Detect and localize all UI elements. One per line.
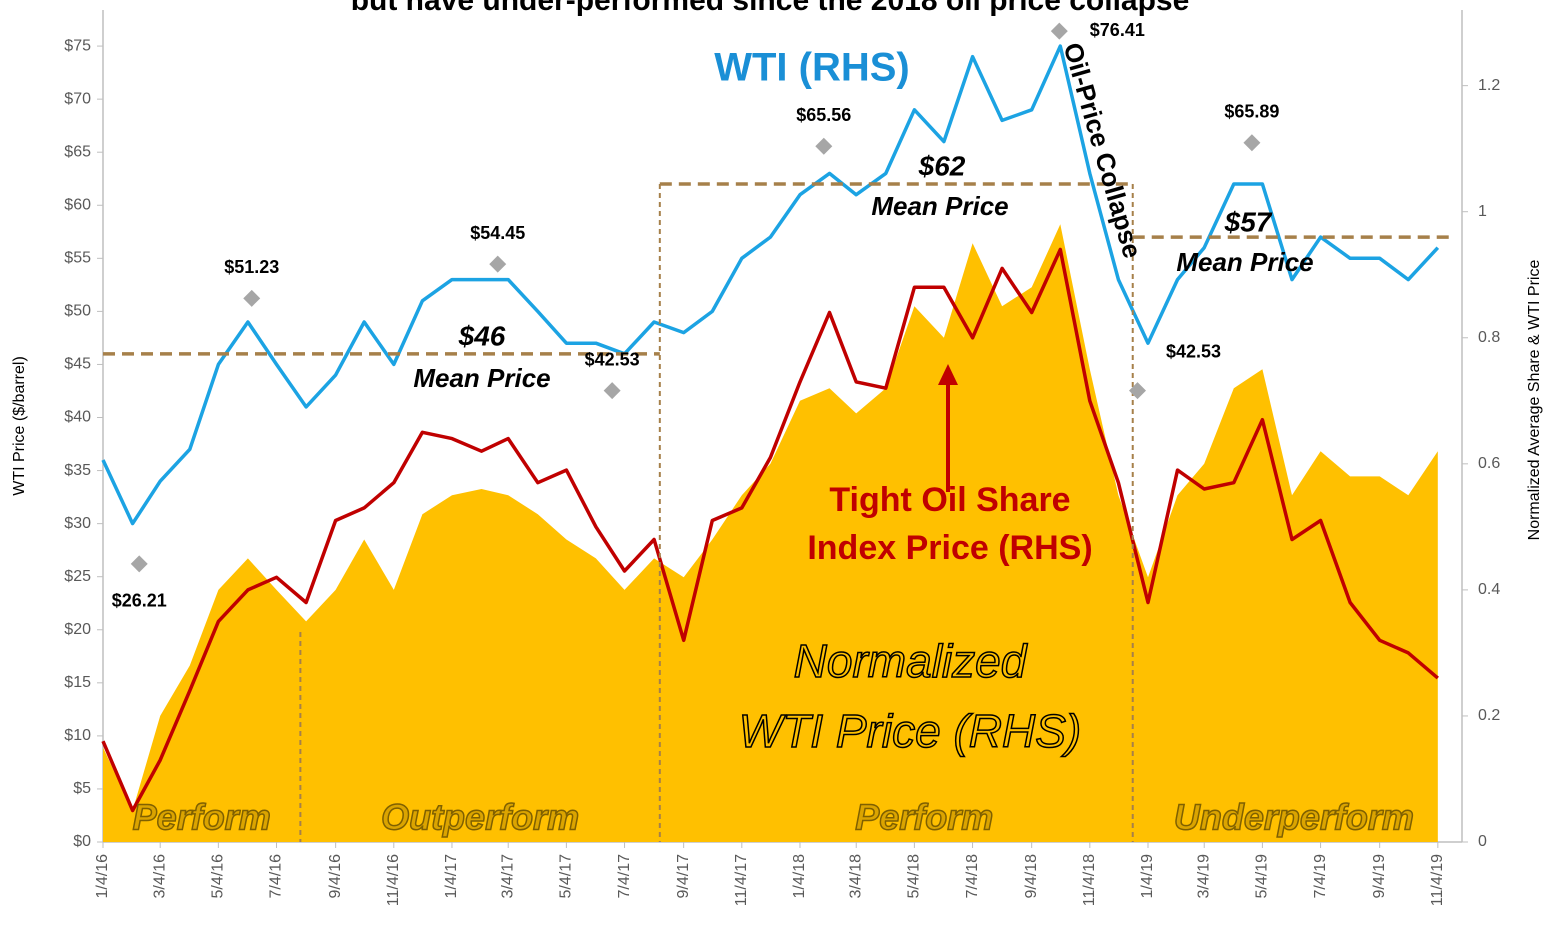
region-label: Perform <box>133 797 271 838</box>
price-label: $65.89 <box>1224 102 1279 122</box>
x-tick-label: 1/4/18 <box>791 854 808 899</box>
price-marker <box>1129 382 1146 400</box>
plot-area: $0 $5 $10 $15 $20 $25 $30 $35 $40 $45 $50 $55 $60 $65… <box>64 10 1500 906</box>
price-marker <box>130 555 148 573</box>
y-tick-label: $50 <box>64 303 91 320</box>
x-tick-label: 5/4/19 <box>1254 854 1271 899</box>
x-tick-label: 9/4/18 <box>1023 854 1040 899</box>
mean-label: $46 <box>458 320 506 351</box>
x-tick-label: 9/4/16 <box>327 854 344 899</box>
y-axis-title: WTI Price ($/barrel) <box>11 356 28 496</box>
price-marker <box>1243 134 1261 152</box>
x-tick-label: 11/4/19 <box>1429 854 1446 906</box>
x-tick-label: 7/4/16 <box>268 854 285 899</box>
label-line: Normalized <box>794 635 1028 687</box>
y2-tick-label: 0 <box>1478 833 1487 850</box>
series-label: WTI (RHS) <box>714 46 910 90</box>
line <box>101 44 1440 526</box>
y-tick-label: $10 <box>64 727 91 744</box>
x-tick-label: 7/4/18 <box>964 854 981 899</box>
mean-text: Mean Price <box>413 363 550 393</box>
y-tick-label: $20 <box>64 621 91 638</box>
region-label: Perform <box>855 797 993 838</box>
price-label: $76.41 <box>1090 20 1145 40</box>
price-label: $26.21 <box>112 591 167 611</box>
series-label: Tight Oil Share Index Price (RHS) <box>807 481 1092 567</box>
x-tick-label: 7/4/19 <box>1312 854 1329 899</box>
y-tick-label: $0 <box>73 833 91 850</box>
x-tick-label: 9/4/19 <box>1371 854 1388 899</box>
y-tick-label: $5 <box>73 780 91 797</box>
x-tick-label: 9/4/17 <box>675 854 692 899</box>
price-marker <box>815 137 833 155</box>
line <box>101 247 1439 813</box>
x-tick-label: 7/4/17 <box>616 854 633 899</box>
x-tick-label: 1/4/17 <box>443 854 460 899</box>
mean-text: Mean Price <box>1176 247 1313 277</box>
x-tick-label: 5/4/18 <box>906 854 923 899</box>
y-tick-label: $35 <box>64 462 91 479</box>
y2-tick-label: 0.4 <box>1478 581 1500 598</box>
x-tick-label: 1/4/19 <box>1139 854 1156 899</box>
x-tick-label: 3/4/18 <box>847 854 864 899</box>
price-marker <box>1050 22 1068 40</box>
region-label: Underperform <box>1174 797 1414 838</box>
y-tick-label: $15 <box>64 674 91 691</box>
price-marker <box>603 382 621 400</box>
price-label: $65.56 <box>796 105 851 125</box>
y2-tick-label: 0.2 <box>1478 707 1500 724</box>
y2-tick-label: 0.6 <box>1478 455 1500 472</box>
y-tick-label: $75 <box>64 37 91 54</box>
y-tick-label: $40 <box>64 409 91 426</box>
x-tick-label: 11/4/18 <box>1081 854 1098 906</box>
chart-title: but have under-performed since the 2018 … <box>351 0 1190 17</box>
area <box>103 224 1438 843</box>
label-line: Index Price (RHS) <box>807 529 1092 567</box>
price-marker <box>243 289 261 307</box>
y2-tick-label: 1.2 <box>1478 77 1500 94</box>
y-tick-label: $45 <box>64 356 91 373</box>
x-tick-label: 1/4/16 <box>94 854 111 899</box>
price-label: $42.53 <box>585 349 640 369</box>
y-tick-label: $70 <box>64 90 91 107</box>
y-tick-label: $60 <box>64 196 91 213</box>
x-tick-label: 11/4/16 <box>385 854 402 906</box>
mean-text: Mean Price <box>871 191 1008 221</box>
y-tick-label: $25 <box>64 568 91 585</box>
y-tick-label: $65 <box>64 143 91 160</box>
y2-axis-title: Normalized Average Share & WTI Price <box>1526 260 1543 541</box>
y-tick-label: $55 <box>64 250 91 267</box>
price-marker <box>489 255 507 273</box>
y2-tick-label: 1 <box>1478 203 1487 220</box>
x-tick-label: 3/4/17 <box>499 854 516 899</box>
x-tick-label: 3/4/19 <box>1195 854 1212 899</box>
x-tick-label: 11/4/17 <box>733 854 750 906</box>
price-label: $42.53 <box>1166 341 1221 361</box>
x-tick-label: 5/4/16 <box>210 854 227 899</box>
region-label: Outperform <box>381 797 579 838</box>
mean-label: $62 <box>918 150 966 181</box>
label-line: WTI Price (RHS) <box>739 705 1081 757</box>
x-tick-label: 5/4/17 <box>558 854 575 899</box>
annotation: Oil-Price Collapse <box>1058 39 1148 261</box>
y2-tick-label: 0.8 <box>1478 329 1500 346</box>
price-label: $51.23 <box>224 257 279 277</box>
price-label: $54.45 <box>470 223 525 243</box>
y-tick-label: $30 <box>64 515 91 532</box>
series-label: Normalized WTI Price (RHS) <box>739 635 1081 757</box>
mean-label: $57 <box>1224 206 1273 237</box>
x-tick-label: 3/4/16 <box>151 854 168 899</box>
arrow-head <box>938 364 958 385</box>
